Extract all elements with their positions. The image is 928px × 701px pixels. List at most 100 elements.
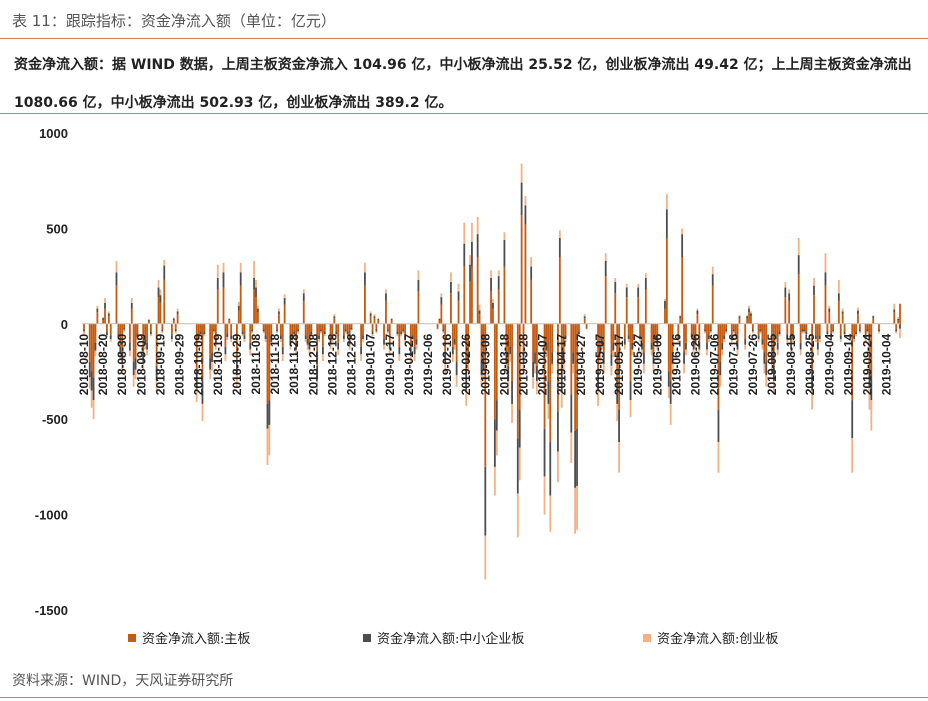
bar-sme [520, 182, 523, 216]
bar-gem [320, 331, 322, 334]
bar-sme [696, 310, 699, 315]
bar-gem [253, 260, 255, 279]
bar-sme [497, 276, 500, 290]
bar-gem [222, 262, 225, 273]
bar-gem [650, 349, 653, 356]
bar-main [283, 304, 286, 324]
bar-gem [115, 260, 118, 273]
bar-gem [119, 354, 122, 361]
x-tick-label: 2018-12-28 [345, 333, 359, 395]
bar-main [281, 323, 284, 347]
y-tick-label: 1000 [39, 126, 68, 141]
bar-sme [344, 329, 347, 332]
bar-gem [492, 298, 494, 303]
bar-gem [249, 349, 252, 356]
bar-sme [572, 352, 575, 364]
bar-main [778, 323, 781, 332]
bar-gem [719, 375, 722, 387]
bar-main [383, 323, 385, 340]
bar-sme [734, 333, 737, 337]
bar-gem [465, 390, 468, 406]
bar-main [88, 323, 91, 362]
bar-sme [562, 352, 565, 364]
bar-main [400, 323, 403, 332]
bar-sme [226, 333, 229, 338]
bar-sme [893, 309, 896, 313]
bar-main [543, 323, 546, 429]
bar-gem [815, 339, 817, 342]
bar-sme [643, 352, 645, 364]
bar-gem [597, 390, 599, 406]
x-tick-label: 2019-07-26 [746, 333, 760, 395]
bar-gem [482, 369, 485, 381]
bar-main [484, 323, 487, 467]
bar-gem [415, 344, 418, 350]
bar-main [897, 319, 899, 324]
bar-sme [172, 318, 175, 320]
bar-sme [857, 310, 859, 315]
bar-gem [532, 377, 534, 389]
bar-main [214, 323, 217, 340]
bar-sme [692, 342, 695, 350]
bar-sme [629, 381, 632, 401]
bar-sme [467, 352, 470, 364]
bar-sme [438, 319, 441, 320]
bar-main [669, 323, 672, 382]
bar-main [161, 323, 164, 330]
bar-gem [864, 339, 867, 342]
bar-sme [306, 339, 309, 345]
bar-gem [736, 349, 739, 356]
bar-sme [463, 243, 466, 267]
bar-main [516, 323, 519, 439]
bar-main [438, 319, 441, 324]
bar-main [390, 319, 393, 324]
bar-sme [811, 371, 813, 391]
bar-main [323, 323, 326, 332]
bar-main [455, 323, 458, 362]
bar-sme [644, 278, 647, 290]
bar-sme [329, 339, 332, 345]
bar-main [346, 323, 349, 332]
bar-gem [497, 270, 500, 277]
bar-main [560, 323, 563, 374]
bar-gem [251, 331, 254, 334]
bar-sme [278, 311, 280, 315]
bar-sme [109, 335, 112, 340]
bar-gem [803, 331, 806, 334]
bar-main [841, 314, 844, 324]
bar-main [385, 300, 387, 324]
bar-gem [438, 318, 441, 320]
bar-gem [398, 354, 401, 362]
bar-sme [436, 327, 439, 329]
bar-sme [159, 295, 162, 303]
bar-gem [201, 403, 204, 422]
bar-gem [404, 339, 406, 342]
x-tick-label: 2019-04-17 [555, 333, 569, 395]
bar-gem [751, 331, 754, 334]
bar-main [136, 323, 139, 334]
bar-main [159, 302, 162, 324]
bar-gem [685, 349, 687, 356]
bar-main [509, 323, 512, 347]
bar-gem [530, 257, 533, 267]
bar-gem [241, 334, 244, 337]
bar-gem [369, 311, 372, 314]
bar-sme [815, 335, 817, 340]
bar-gem [549, 495, 552, 532]
bar-gem [278, 308, 280, 312]
bar-sme [667, 371, 670, 387]
bar-main [83, 323, 85, 330]
bar-sme [837, 293, 840, 301]
bar-sme [276, 329, 278, 332]
bar-gem [371, 334, 374, 337]
bar-main [524, 224, 527, 324]
bar-main [837, 300, 840, 324]
bar-sme [654, 335, 657, 340]
bar-main [146, 323, 148, 343]
bar-main [644, 289, 647, 324]
bar-gem [576, 485, 578, 530]
bar-main [828, 312, 831, 324]
bar-sme [853, 335, 856, 340]
bar-gem [558, 230, 561, 238]
bar-gem [213, 331, 215, 334]
